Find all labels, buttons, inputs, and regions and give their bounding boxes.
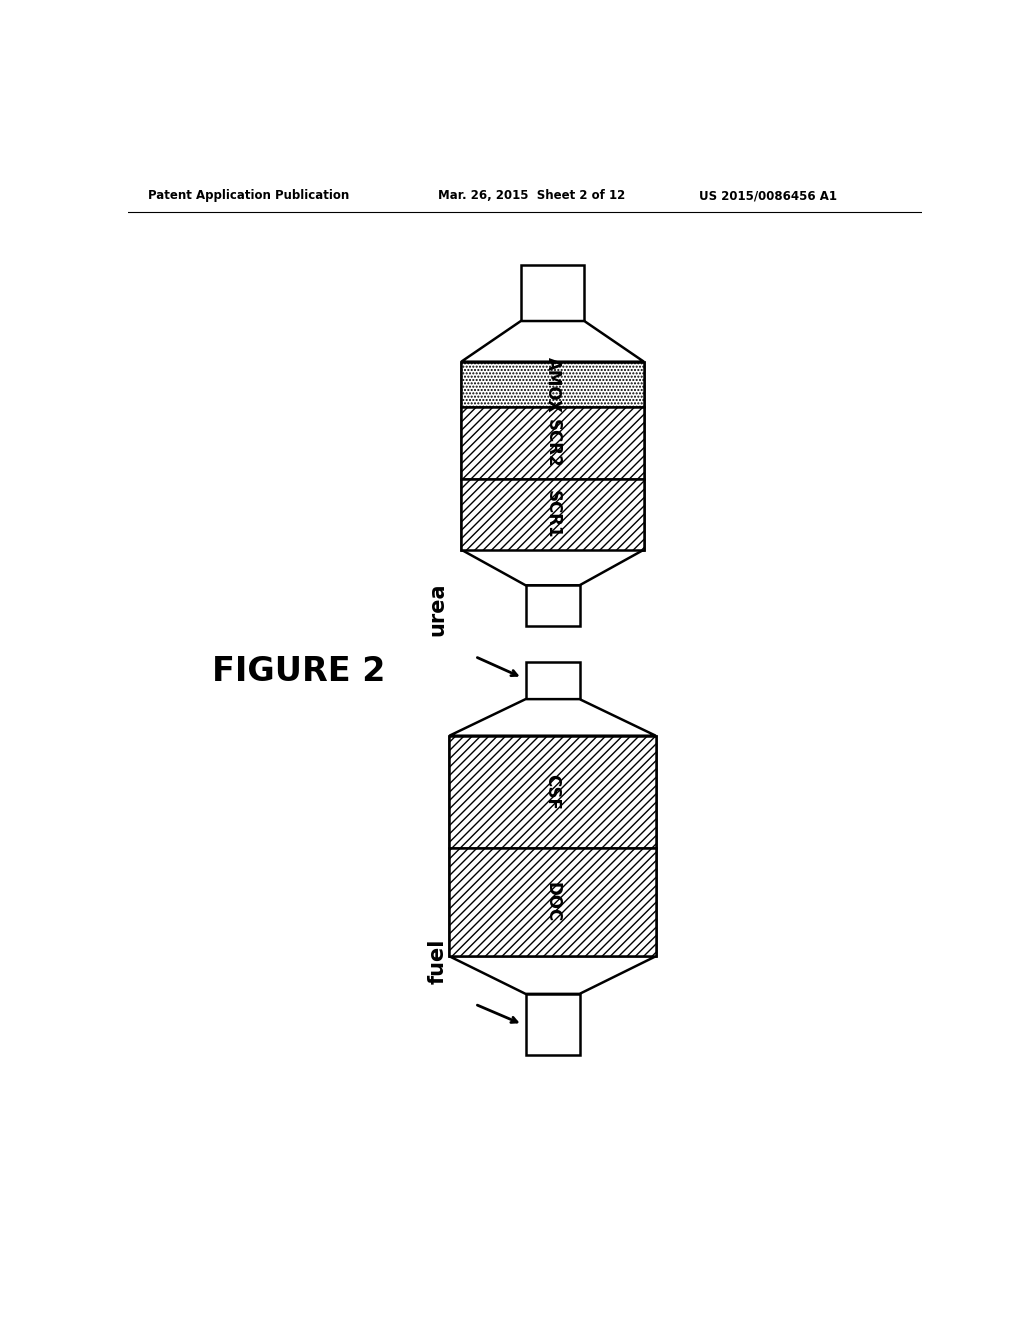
Text: US 2015/0086456 A1: US 2015/0086456 A1 xyxy=(699,189,838,202)
Text: Mar. 26, 2015  Sheet 2 of 12: Mar. 26, 2015 Sheet 2 of 12 xyxy=(437,189,625,202)
Bar xyxy=(525,585,580,626)
Text: Patent Application Publication: Patent Application Publication xyxy=(147,189,349,202)
Text: urea: urea xyxy=(427,582,447,636)
Bar xyxy=(450,735,655,847)
Text: fuel: fuel xyxy=(427,939,447,983)
Text: AMOX: AMOX xyxy=(544,356,561,412)
Text: CSF: CSF xyxy=(544,774,561,809)
Text: SCR1: SCR1 xyxy=(544,490,561,539)
Bar xyxy=(450,735,655,956)
Bar xyxy=(462,479,644,549)
Bar xyxy=(450,847,655,956)
Text: FIGURE 2: FIGURE 2 xyxy=(212,655,385,688)
Bar xyxy=(525,994,580,1055)
Bar xyxy=(462,362,644,549)
Bar xyxy=(462,408,644,479)
Polygon shape xyxy=(462,549,644,585)
Bar xyxy=(525,661,580,700)
Polygon shape xyxy=(450,700,655,735)
Polygon shape xyxy=(450,956,655,994)
Text: SCR2: SCR2 xyxy=(544,418,561,467)
Polygon shape xyxy=(462,321,644,362)
Bar xyxy=(462,362,644,408)
Bar xyxy=(521,265,585,321)
Text: DOC: DOC xyxy=(544,882,561,923)
